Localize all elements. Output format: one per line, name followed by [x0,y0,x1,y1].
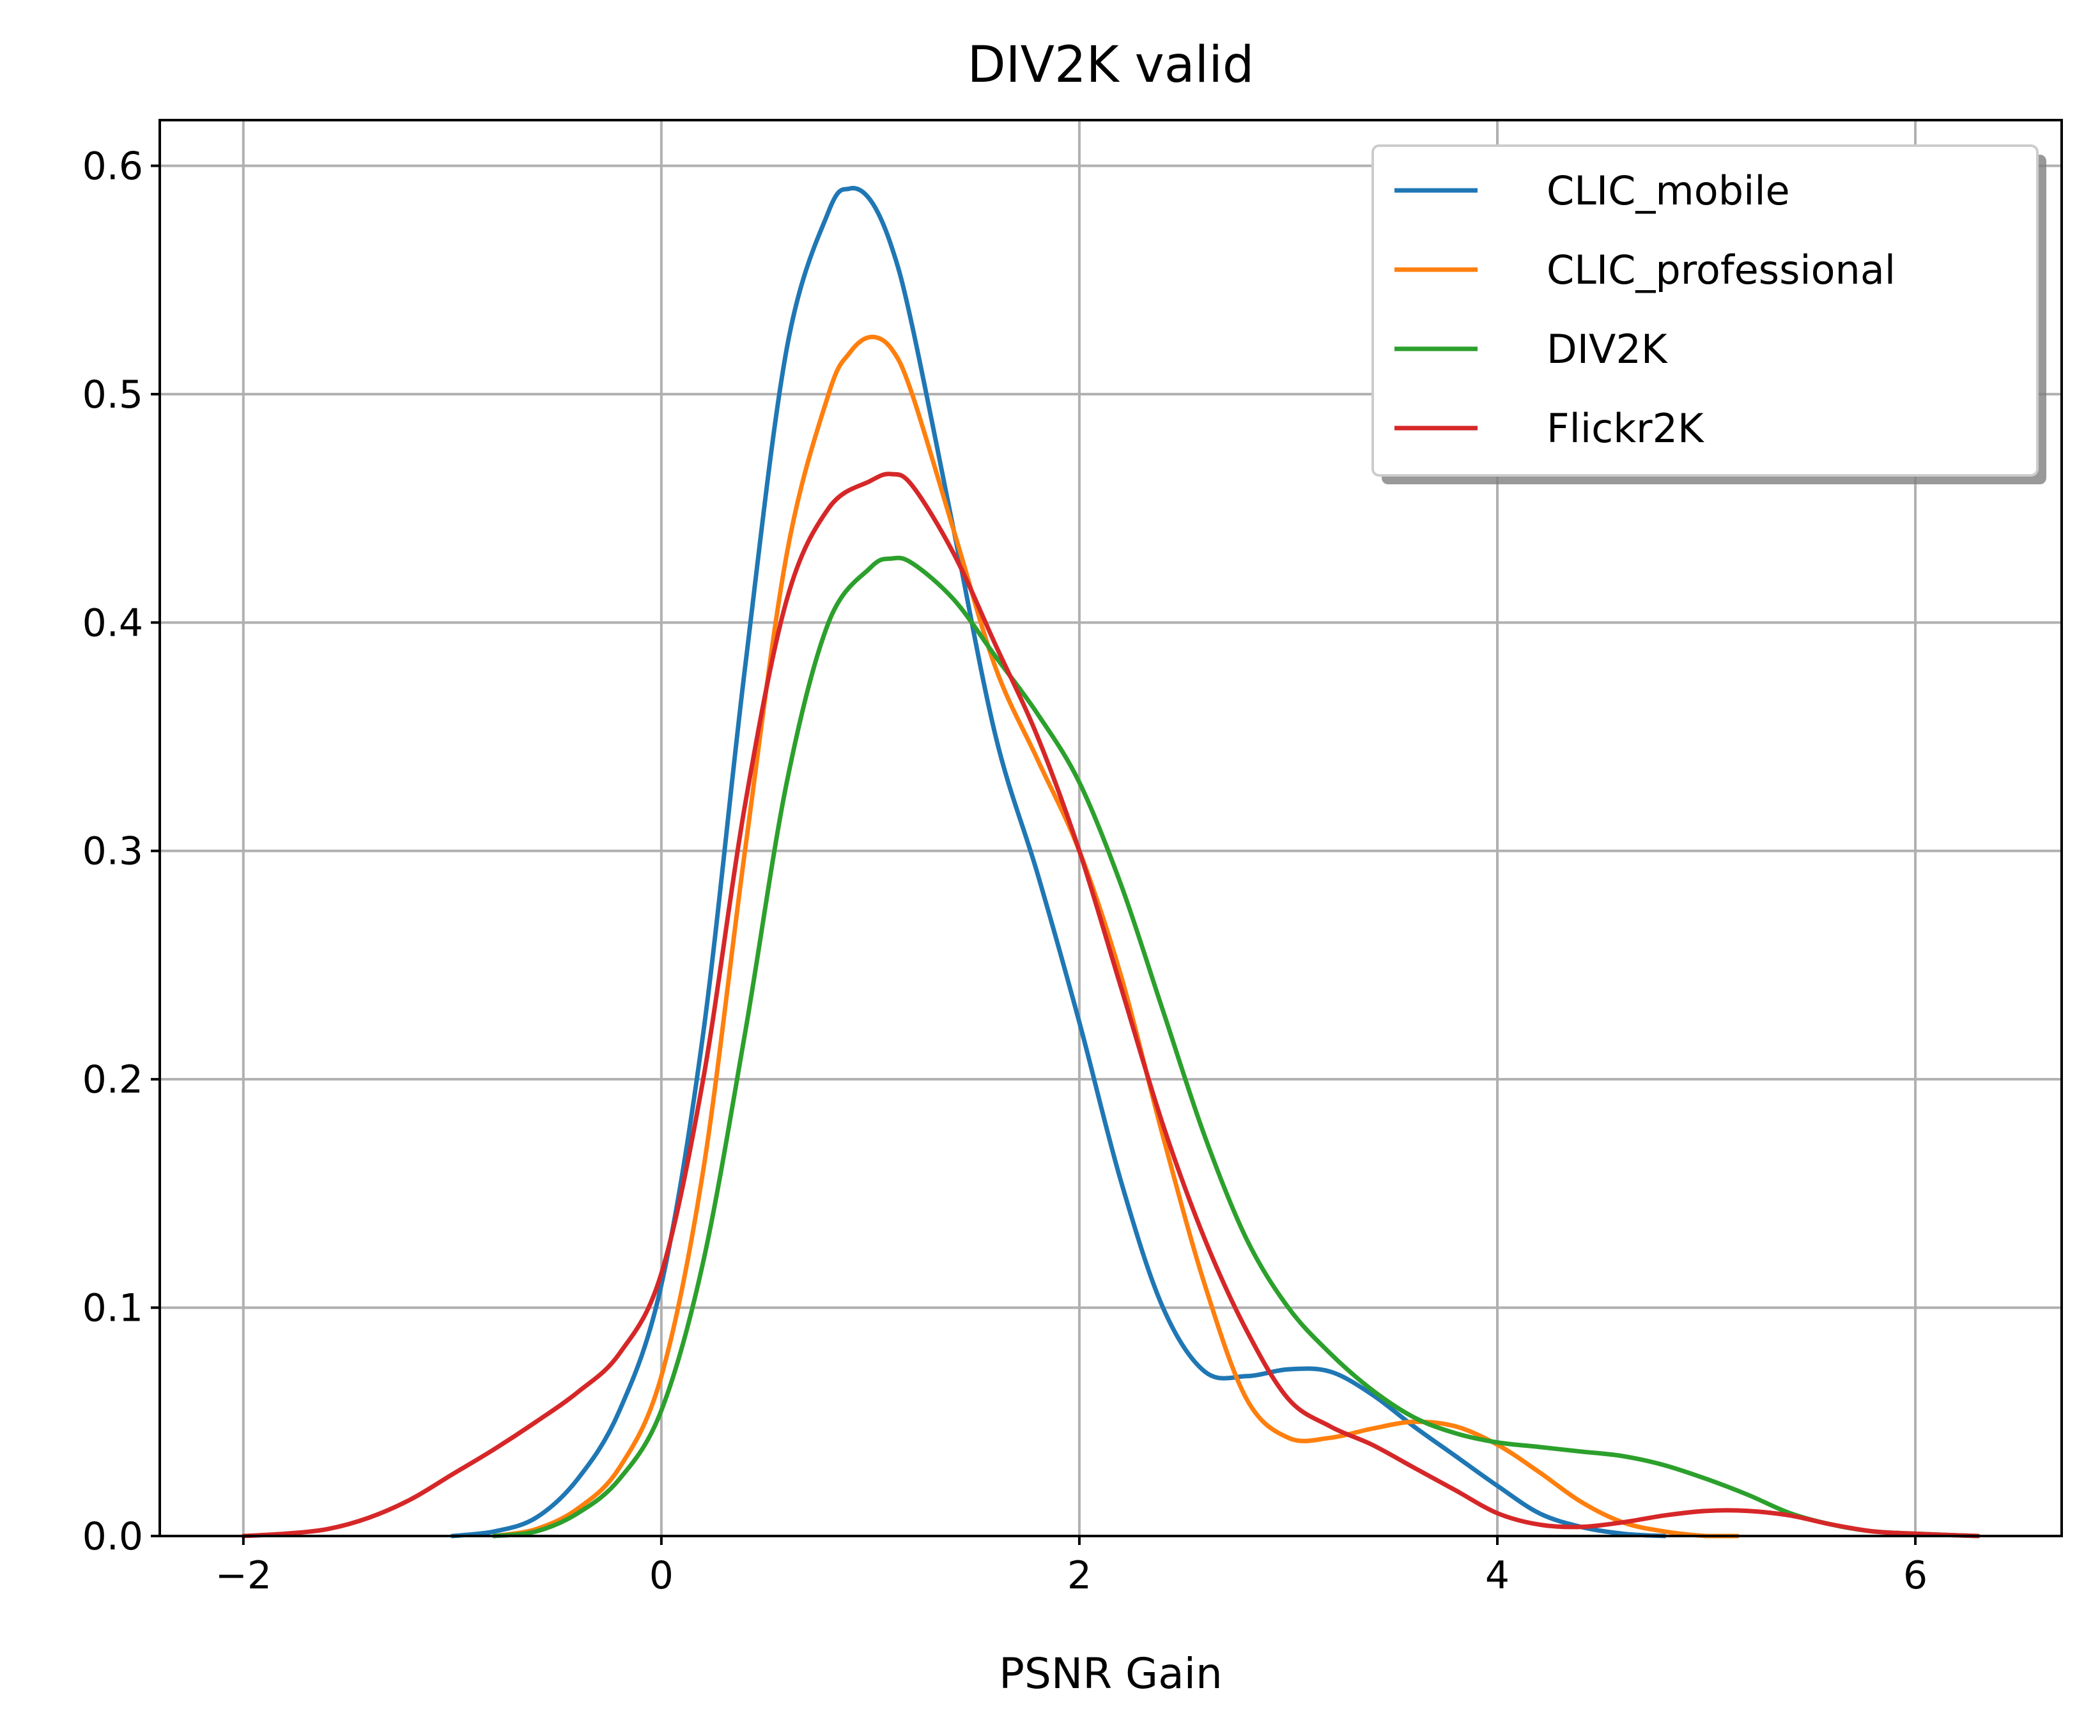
plot-frame [158,119,2063,1537]
x-tick-label: 2 [1067,1553,1092,1598]
y-tick-label: 0.6 [82,144,143,188]
axis-ticks: −2 0 2 4 6 0.0 0.1 0.2 0.3 0.4 0.5 0.6 [82,144,1928,1598]
series-line-flickr2k [241,472,1980,1539]
y-tick-label: 0.5 [82,373,143,417]
y-tick-label: 0.4 [82,601,143,645]
y-tick-label: 0.1 [82,1286,143,1331]
legend-label: DIV2K [1547,326,1668,373]
x-tick-label: 0 [649,1553,674,1598]
y-tick-label: 0.0 [82,1514,143,1559]
x-tick-label: 6 [1903,1553,1927,1598]
series-lines [241,185,1980,1539]
x-tick-label: 4 [1485,1553,1509,1598]
y-tick-label: 0.3 [82,829,143,874]
y-tick-label: 0.2 [82,1057,143,1102]
chart-title: DIV2K valid [968,36,1255,94]
legend-label: Flickr2K [1547,405,1704,452]
x-tick-label: −2 [215,1553,272,1598]
legend-label: CLIC_mobile [1547,167,1790,214]
series-line-div2k [491,555,1980,1539]
series-line-clic-professional [491,334,1740,1539]
x-axis-label: PSNR Gain [999,1649,1223,1698]
legend: CLIC_mobile CLIC_professional DIV2K Flickr2… [1371,144,2046,484]
legend-label: CLIC_professional [1547,247,1895,293]
legend-box [1371,144,2039,477]
